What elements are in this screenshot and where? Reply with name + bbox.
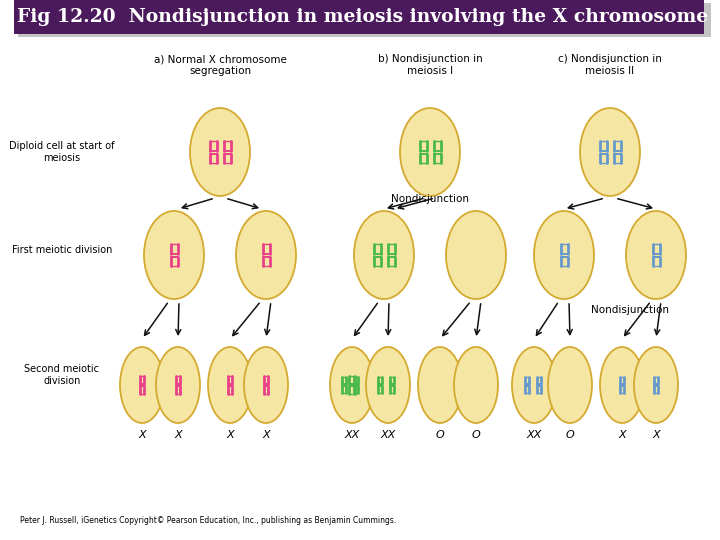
Ellipse shape: [330, 347, 374, 423]
Text: Nondisjunction: Nondisjunction: [591, 305, 669, 315]
Ellipse shape: [418, 347, 462, 423]
Bar: [18, 3, 711, 37]
Ellipse shape: [208, 347, 252, 423]
Ellipse shape: [580, 108, 640, 196]
Text: Second meiotic
division: Second meiotic division: [24, 364, 99, 386]
Ellipse shape: [600, 347, 644, 423]
Ellipse shape: [156, 347, 200, 423]
Text: X: X: [618, 430, 626, 440]
Text: XX: XX: [526, 430, 541, 440]
Ellipse shape: [144, 211, 204, 299]
Text: O: O: [436, 430, 444, 440]
Text: X: X: [138, 430, 146, 440]
Ellipse shape: [626, 211, 686, 299]
Text: XX: XX: [380, 430, 395, 440]
Ellipse shape: [534, 211, 594, 299]
Text: O: O: [566, 430, 575, 440]
Ellipse shape: [548, 347, 592, 423]
Text: X: X: [652, 430, 660, 440]
Ellipse shape: [190, 108, 250, 196]
Text: Peter J. Russell, iGenetics Copyright© Pearson Education, Inc., publishing as Be: Peter J. Russell, iGenetics Copyright© P…: [20, 516, 396, 525]
Ellipse shape: [634, 347, 678, 423]
Text: c) Nondisjunction in
meiosis II: c) Nondisjunction in meiosis II: [558, 54, 662, 76]
Ellipse shape: [454, 347, 498, 423]
Text: Fig 12.20  Nondisjunction in meiosis involving the X chromosome: Fig 12.20 Nondisjunction in meiosis invo…: [17, 8, 708, 26]
Ellipse shape: [366, 347, 410, 423]
Ellipse shape: [400, 108, 460, 196]
Ellipse shape: [236, 211, 296, 299]
Ellipse shape: [244, 347, 288, 423]
Text: Diploid cell at start of
meiosis: Diploid cell at start of meiosis: [9, 141, 114, 163]
Text: X: X: [174, 430, 182, 440]
Ellipse shape: [354, 211, 414, 299]
Text: X: X: [262, 430, 270, 440]
Ellipse shape: [120, 347, 164, 423]
Text: X: X: [226, 430, 234, 440]
Ellipse shape: [512, 347, 556, 423]
Text: a) Normal X chromosome
segregation: a) Normal X chromosome segregation: [153, 54, 287, 76]
Bar: [14, 0, 704, 34]
Text: Nondisjunction: Nondisjunction: [391, 193, 469, 204]
Text: b) Nondisjunction in
meiosis I: b) Nondisjunction in meiosis I: [377, 54, 482, 76]
Text: O: O: [472, 430, 480, 440]
Ellipse shape: [446, 211, 506, 299]
Text: XX: XX: [344, 430, 359, 440]
Text: First meiotic division: First meiotic division: [12, 245, 112, 255]
